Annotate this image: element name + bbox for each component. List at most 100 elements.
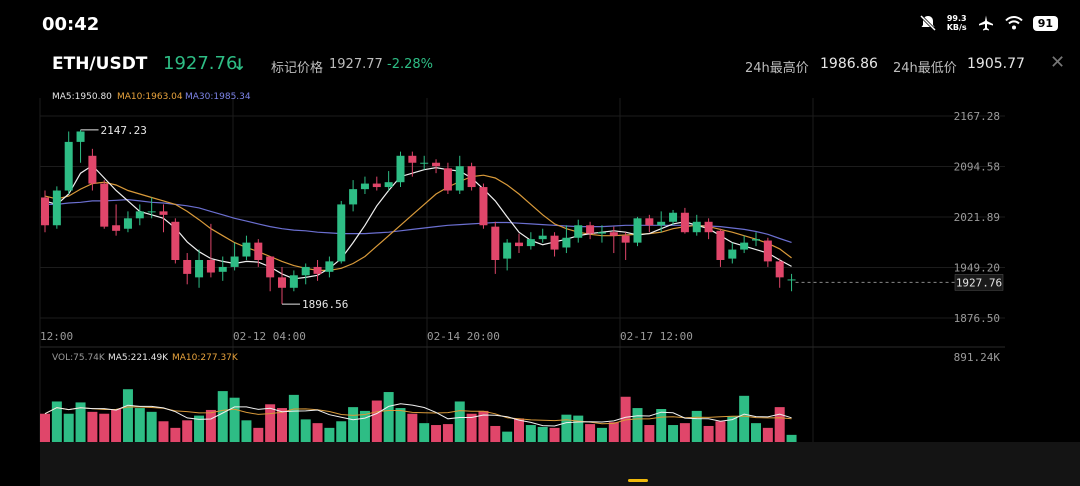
volume-bar (383, 392, 394, 442)
price-change: -2.28% (387, 57, 433, 72)
volume-bar (395, 408, 406, 442)
volume-bar (87, 411, 98, 442)
volume-bar (573, 415, 584, 442)
volume-bar (336, 421, 347, 442)
volume-max-label: 891.24K (954, 351, 1001, 364)
candle-body (692, 221, 701, 233)
high-24h-value: 1986.86 (820, 56, 878, 72)
volume-bar (514, 418, 524, 442)
volume-bar (122, 389, 133, 442)
volume-bar (727, 416, 738, 442)
volume-bar (359, 410, 370, 442)
candle-body (740, 242, 749, 250)
candle-body (360, 183, 369, 190)
x-tick-label: 12:00 (40, 330, 73, 343)
volume-bar (715, 421, 726, 442)
volume-bar (63, 413, 74, 442)
max-price-label: 2147.23 (101, 124, 147, 137)
ma30-line (45, 198, 792, 243)
network-speed-unit: KB/s (946, 23, 967, 32)
candle-body (491, 226, 500, 260)
candle-body (645, 218, 654, 226)
ma10-legend: MA10:1963.04 (117, 92, 183, 102)
volume-bar (632, 408, 643, 442)
x-tick-label: 02-14 20:00 (427, 330, 500, 343)
candle-body (787, 279, 796, 281)
pair-selector[interactable]: ETH/USDT (52, 54, 148, 74)
candle-body (384, 182, 393, 188)
down-arrow-icon: ↓ (233, 55, 247, 74)
candle-body (159, 211, 168, 215)
volume-bar (99, 413, 110, 442)
x-tick-label: 02-12 04:00 (233, 330, 306, 343)
volume-bar (478, 410, 489, 442)
clock: 00:42 (42, 14, 100, 35)
battery-level: 91 (1032, 15, 1058, 31)
volume-bar (300, 419, 311, 442)
current-price-label: 1927.76 (956, 276, 1002, 289)
candle-body (443, 168, 452, 191)
y-tick-label: 2167.28 (954, 110, 1000, 123)
volume-bar (751, 423, 761, 442)
candle-body (289, 275, 298, 288)
ticker-header: ETH/USDT 1927.76 ↓ 标记价格 1927.77 -2.28% 2… (0, 46, 1080, 84)
volume-bar (644, 425, 655, 442)
x-tick-label: 02-17 12:00 (620, 330, 693, 343)
volume-bar (241, 420, 252, 442)
candle-body (586, 225, 595, 234)
candle-body (728, 249, 737, 259)
volume-bar (691, 410, 702, 442)
volume-bar (703, 425, 714, 442)
interval-tabs (40, 442, 1080, 486)
candle-body (195, 259, 204, 278)
candle-body (621, 235, 630, 243)
volume-bar (466, 413, 477, 442)
volume-bar (786, 434, 797, 442)
low-24h-value: 1905.77 (967, 56, 1025, 72)
candle-body (538, 235, 547, 240)
chart-canvas[interactable]: 2167.28 2094.58 2021.89 1949.20 1876.50 12:00… (0, 84, 1080, 442)
volume-bar (253, 427, 264, 442)
candle-body (278, 277, 286, 288)
mark-price-value: 1927.77 (329, 57, 383, 72)
volume-bar (596, 427, 607, 442)
candle-body (597, 232, 606, 234)
status-icons: 99.3 KB/s 91 (919, 14, 1058, 32)
volume-bar (525, 425, 536, 442)
volume-bar (40, 413, 50, 442)
volume-bar (502, 431, 513, 442)
close-icon[interactable]: ✕ (1050, 52, 1066, 73)
candle-body (100, 183, 109, 227)
y-tick-label: 2094.58 (954, 161, 1000, 174)
volume-bar (656, 409, 667, 442)
high-24h-label: 24h最高价 (745, 61, 809, 76)
current-price-badge (954, 274, 1004, 291)
last-price: 1927.76 (163, 53, 238, 74)
volume-bar (371, 400, 382, 442)
mark-price-label: 标记价格 (271, 61, 324, 76)
candle-body (455, 166, 464, 191)
candle-body (515, 242, 523, 247)
candle-body (147, 211, 156, 213)
vol-ma10-legend: MA10:277.37K (172, 353, 239, 363)
kline-chart[interactable]: 2167.28 2094.58 2021.89 1949.20 1876.50 12:00… (0, 84, 1080, 442)
candle-body (230, 256, 239, 267)
ma5-legend: MA5:1950.80 (52, 92, 112, 102)
candle-body (704, 221, 713, 233)
candle-body (206, 259, 215, 273)
candle-body (574, 225, 583, 238)
candle-body (88, 155, 97, 184)
volume-bar (288, 394, 299, 442)
candle-body (266, 256, 275, 278)
candle-body (526, 239, 535, 247)
candle-body (218, 266, 227, 272)
vol-ma5-line (44, 403, 792, 427)
candle-body (372, 183, 381, 188)
candle-body (562, 237, 571, 248)
volume-bar (229, 397, 240, 442)
candle-body (609, 232, 618, 236)
candle-body (52, 190, 61, 226)
candle-body (633, 218, 642, 243)
volume-bar (158, 421, 169, 442)
volume-bar (608, 422, 619, 442)
